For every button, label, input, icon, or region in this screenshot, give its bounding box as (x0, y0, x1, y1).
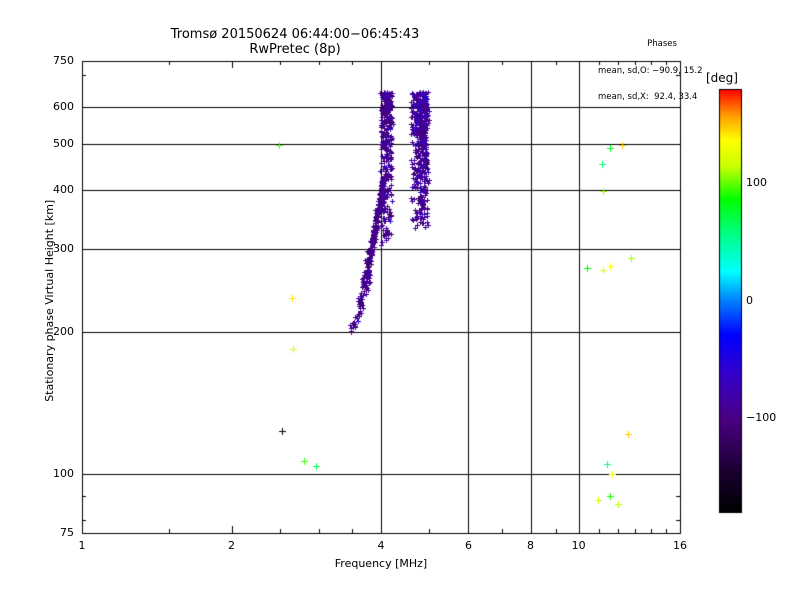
page-subtitle: RwPretec (8p) (249, 42, 341, 57)
page-title: Tromsø 20150624 06:44:00−06:45:43 (170, 27, 420, 42)
x-tick-label-10: 10 (571, 539, 586, 552)
y-axis-label: Stationary phase Virtual Height [km] (43, 199, 57, 402)
x-tick-label-6: 6 (464, 539, 472, 552)
y-tick-label-300: 300 (53, 241, 74, 255)
colorbar-unit-label: [deg] (706, 71, 738, 85)
y-tick-label-100: 100 (53, 467, 74, 481)
phase-stats-block: Phases mean, sd,O: −90.9, 15.2 mean, sd,… (592, 22, 732, 111)
y-tick-label-500: 500 (53, 137, 74, 151)
y-tick-label-200: 200 (53, 324, 74, 338)
y-tick-label-750: 750 (53, 54, 74, 67)
phase-stats-extraordinary: mean, sd,X: 92.4, 33.4 (598, 92, 698, 103)
phase-stats-heading: Phases (647, 38, 677, 49)
x-axis-label: Frequency [MHz] (334, 557, 428, 570)
x-tick-label-1: 1 (78, 539, 86, 552)
x-tick-label-4: 4 (377, 539, 385, 552)
x-tick-label-8: 8 (527, 539, 534, 552)
phase-stats-ordinary: mean, sd,O: −90.9, 15.2 (598, 65, 703, 76)
y-tick-label-75: 75 (60, 526, 74, 539)
colorbar-tick-label-100: 100 (746, 176, 767, 189)
colorbar-tick-label-0: 0 (746, 293, 753, 307)
colorbar-tick-label--100: −100 (746, 411, 777, 424)
x-tick-label-16: 16 (673, 539, 687, 552)
y-tick-label-400: 400 (53, 182, 74, 196)
y-tick-label-600: 600 (53, 99, 74, 113)
x-tick-label-2: 2 (228, 539, 235, 552)
